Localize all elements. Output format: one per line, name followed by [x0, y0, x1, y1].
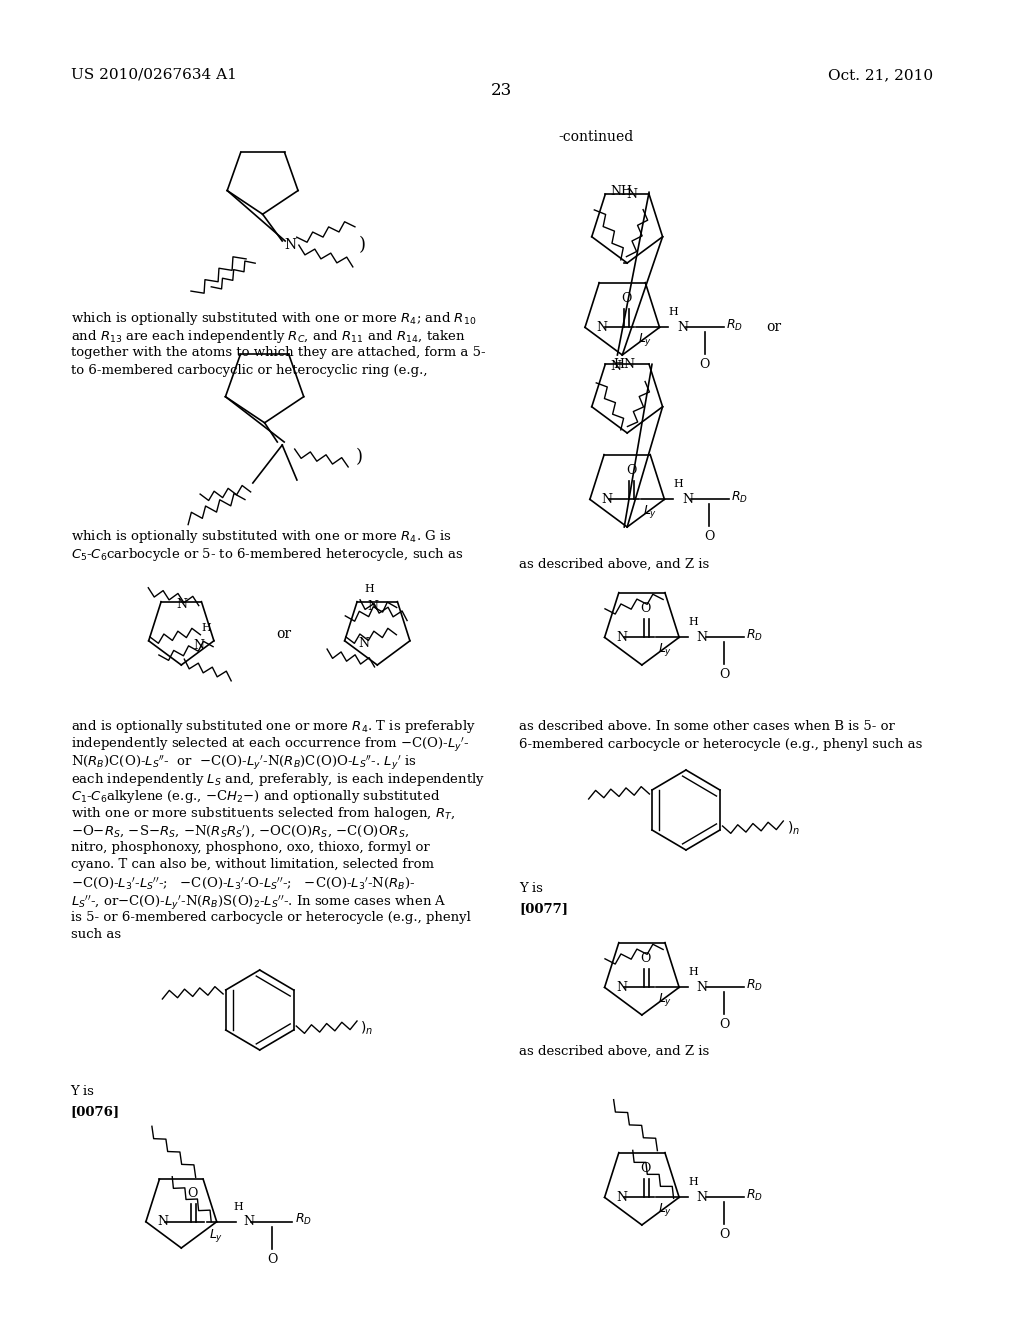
Text: $L_y$: $L_y$ — [657, 642, 672, 659]
Text: N: N — [696, 1191, 708, 1204]
Text: HN: HN — [613, 358, 635, 371]
Text: N: N — [616, 1191, 628, 1204]
Text: O: O — [626, 465, 636, 478]
Text: $-$O$-$$R_S$, $-$S$-$$R_S$, $-$N($R_S$$R_S$$'$), $-$OC(O)$R_S$, $-$C(O)O$R_S$,: $-$O$-$$R_S$, $-$S$-$$R_S$, $-$N($R_S$$R… — [71, 822, 409, 840]
Text: $R_D$: $R_D$ — [745, 628, 763, 643]
Text: H: H — [364, 583, 374, 594]
Text: N: N — [194, 639, 204, 652]
Text: O: O — [641, 1163, 651, 1175]
Text: [0076]: [0076] — [71, 1105, 120, 1118]
Text: -continued: -continued — [558, 129, 634, 144]
Text: N: N — [627, 187, 637, 201]
Text: O: O — [719, 668, 729, 681]
Text: $R_D$: $R_D$ — [726, 318, 743, 333]
Text: or: or — [276, 627, 292, 642]
Text: H: H — [233, 1201, 243, 1212]
Text: N: N — [243, 1216, 254, 1228]
Text: cyano. T can also be, without limitation, selected from: cyano. T can also be, without limitation… — [71, 858, 433, 871]
Text: O: O — [641, 602, 651, 615]
Text: O: O — [641, 952, 651, 965]
Text: H: H — [688, 968, 697, 977]
Text: and $R_{13}$ are each independently $R_C$, and $R_{11}$ and $R_{14}$, taken: and $R_{13}$ are each independently $R_C… — [71, 327, 465, 345]
Text: N: N — [616, 981, 628, 994]
Text: N: N — [602, 492, 612, 506]
Text: $R_D$: $R_D$ — [731, 490, 748, 506]
Text: N($R_B$)C(O)-$L_S$$''$-  or  $-$C(O)-$L_y$$'$-N($R_B$)C(O)O-$L_S$$''$-. $L_y$$'$: N($R_B$)C(O)-$L_S$$''$- or $-$C(O)-$L_y$… — [71, 752, 416, 771]
Text: which is optionally substituted with one or more $R_4$; and $R_{10}$: which is optionally substituted with one… — [71, 310, 476, 327]
Text: nitro, phosphonoxy, phosphono, oxo, thioxo, formyl or: nitro, phosphonoxy, phosphono, oxo, thio… — [71, 841, 429, 854]
Text: $L_y$: $L_y$ — [209, 1226, 223, 1243]
Text: each independently $L_S$ and, preferably, is each independently: each independently $L_S$ and, preferably… — [71, 771, 485, 788]
Text: O: O — [621, 292, 632, 305]
Text: N: N — [696, 981, 708, 994]
Text: O: O — [719, 1018, 729, 1031]
Text: $L_y$: $L_y$ — [657, 1201, 672, 1218]
Text: H: H — [669, 308, 678, 317]
Text: $R_D$: $R_D$ — [295, 1212, 312, 1228]
Text: 6-membered carbocycle or heterocycle (e.g., phenyl such as: 6-membered carbocycle or heterocycle (e.… — [519, 738, 923, 751]
Text: as described above, and Z is: as described above, and Z is — [519, 1045, 710, 1059]
Text: H: H — [688, 618, 697, 627]
Text: $L_y$: $L_y$ — [643, 503, 657, 520]
Text: Y is: Y is — [71, 1085, 94, 1098]
Text: H: H — [673, 479, 683, 490]
Text: $R_D$: $R_D$ — [745, 1188, 763, 1203]
Text: H: H — [688, 1177, 697, 1188]
Text: N: N — [696, 631, 708, 644]
Text: $R_D$: $R_D$ — [745, 978, 763, 993]
Text: O: O — [187, 1187, 198, 1200]
Text: N: N — [158, 1216, 169, 1228]
Text: O: O — [719, 1229, 729, 1241]
Text: $L_y$: $L_y$ — [657, 991, 672, 1008]
Text: N: N — [597, 321, 608, 334]
Text: Y is: Y is — [519, 882, 544, 895]
Text: independently selected at each occurrence from $-$C(O)-$L_y$$'$-: independently selected at each occurrenc… — [71, 735, 469, 754]
Text: as described above. In some other cases when B is 5- or: as described above. In some other cases … — [519, 719, 895, 733]
Text: US 2010/0267634 A1: US 2010/0267634 A1 — [71, 69, 237, 82]
Text: or: or — [766, 321, 781, 334]
Text: $)_n$: $)_n$ — [786, 820, 800, 837]
Text: N: N — [367, 601, 378, 614]
Text: is 5- or 6-membered carbocycle or heterocycle (e.g., phenyl: is 5- or 6-membered carbocycle or hetero… — [71, 911, 470, 924]
Text: as described above, and Z is: as described above, and Z is — [519, 558, 710, 572]
Text: to 6-membered carbocyclic or heterocyclic ring (e.g.,: to 6-membered carbocyclic or heterocycli… — [71, 364, 427, 378]
Text: which is optionally substituted with one or more $R_4$. G is: which is optionally substituted with one… — [71, 528, 452, 545]
Text: $-$C(O)-$L_3$$'$-$L_S$$''$-;   $-$C(O)-$L_3$$'$-O-$L_S$$''$-;   $-$C(O)-$L_3$$'$: $-$C(O)-$L_3$$'$-$L_S$$''$-; $-$C(O)-$L_… — [71, 875, 416, 891]
Text: together with the atoms to which they are attached, form a 5-: together with the atoms to which they ar… — [71, 346, 485, 359]
Text: N: N — [358, 638, 370, 651]
Text: ): ) — [355, 447, 362, 466]
Text: H: H — [201, 623, 211, 632]
Text: 23: 23 — [492, 82, 512, 99]
Text: $L_y$: $L_y$ — [638, 331, 652, 348]
Text: N: N — [677, 321, 688, 334]
Text: [0077]: [0077] — [519, 902, 568, 915]
Text: $C_5$-$C_6$carbocycle or 5- to 6-membered heterocycle, such as: $C_5$-$C_6$carbocycle or 5- to 6-membere… — [71, 546, 463, 564]
Text: such as: such as — [71, 928, 121, 941]
Text: O: O — [267, 1253, 278, 1266]
Text: $C_1$-$C_6$alkylene (e.g., $-$C$H_2$$-$) and optionally substituted: $C_1$-$C_6$alkylene (e.g., $-$C$H_2$$-$)… — [71, 788, 439, 805]
Text: $)_n$: $)_n$ — [360, 1019, 374, 1036]
Text: $L_S$$''$-, or$-$C(O)-$L_y$$'$-N($R_B$)S(O)$_2$-$L_S$$''$-. In some cases when A: $L_S$$''$-, or$-$C(O)-$L_y$$'$-N($R_B$)S… — [71, 894, 446, 912]
Text: N: N — [177, 598, 187, 611]
Text: O: O — [705, 531, 715, 544]
Text: Oct. 21, 2010: Oct. 21, 2010 — [827, 69, 933, 82]
Text: and is optionally substituted one or more $R_4$. T is preferably: and is optionally substituted one or mor… — [71, 718, 475, 735]
Text: NH: NH — [610, 185, 632, 198]
Text: with one or more substituents selected from halogen, $R_T$,: with one or more substituents selected f… — [71, 805, 455, 822]
Text: N: N — [610, 360, 622, 372]
Text: N: N — [284, 238, 296, 252]
Text: N: N — [682, 492, 693, 506]
Text: N: N — [616, 631, 628, 644]
Text: O: O — [699, 358, 710, 371]
Text: ): ) — [358, 236, 366, 253]
